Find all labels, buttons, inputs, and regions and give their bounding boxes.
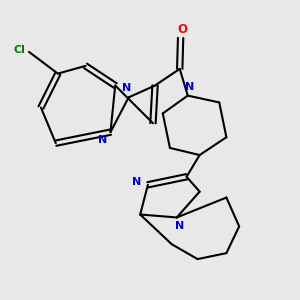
Text: N: N (122, 83, 132, 94)
Text: N: N (98, 136, 108, 146)
Text: O: O (177, 23, 187, 36)
Text: N: N (185, 82, 195, 92)
Text: Cl: Cl (14, 45, 26, 56)
Text: N: N (132, 177, 141, 187)
Text: N: N (175, 221, 184, 231)
